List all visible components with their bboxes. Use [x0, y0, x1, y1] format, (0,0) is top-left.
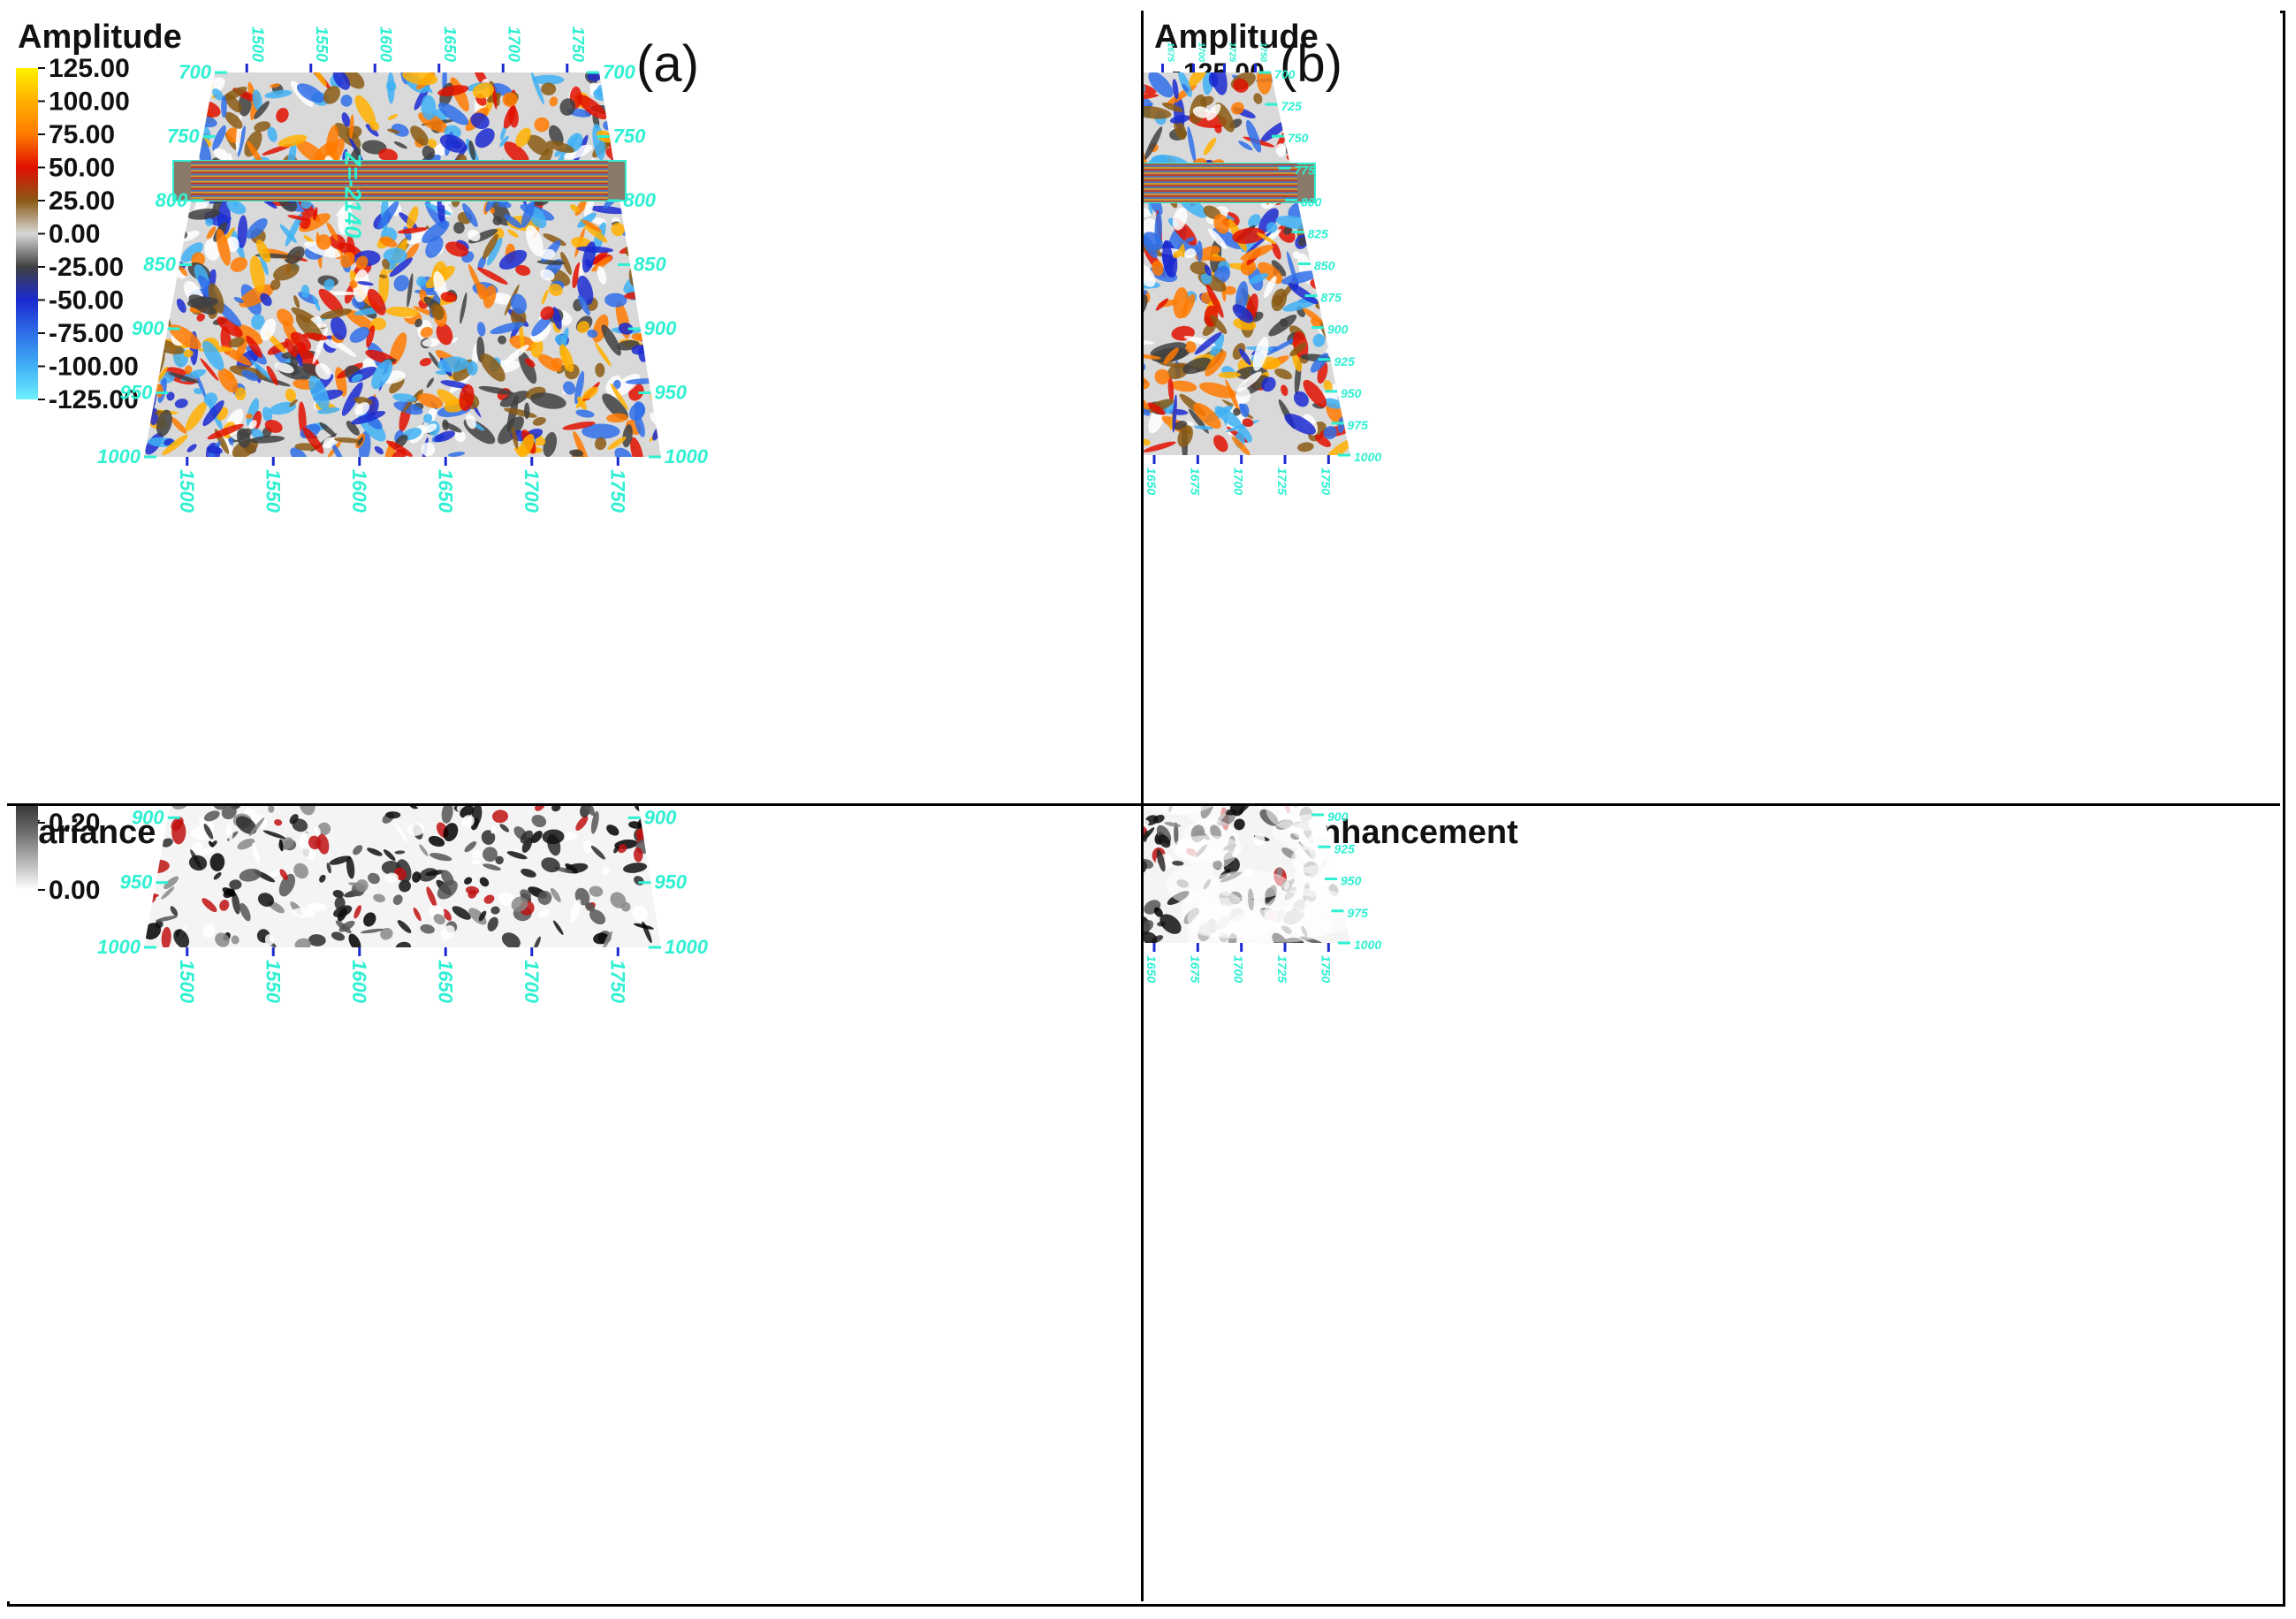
panel-a: Amplitude (a) 125.00 100.00 75.00 50.00 25.00 0… — [7, 11, 1144, 806]
colorbar-tick-label: 0.00 — [49, 220, 100, 249]
colorbar-tick-label: 75.00 — [49, 120, 115, 149]
right-axis-label: 950 — [654, 382, 687, 404]
panel-letter: (b) — [1280, 35, 1342, 93]
bottom-axis-label: 1750 — [606, 960, 628, 1004]
right-axis-label: 850 — [1314, 259, 1335, 273]
panel-title: Variance — [18, 814, 156, 851]
colorbar-tick-label: 0.00 — [49, 876, 100, 905]
bottom-axis-label: 1500 — [176, 469, 198, 513]
right-axis-label: 900 — [1327, 323, 1349, 337]
bottom-axis-label: 1750 — [606, 469, 628, 513]
bottom-axis-label: 1550 — [262, 960, 284, 1004]
left-axis-label: 700 — [179, 61, 211, 83]
right-axis-label: 775 — [1295, 163, 1316, 177]
left-axis-label: 850 — [143, 254, 176, 276]
colorbar-tick-label: 100.00 — [49, 87, 130, 117]
bottom-axis-label: 1650 — [434, 469, 456, 513]
bottom-axis-label: 1600 — [348, 960, 370, 1004]
right-axis-label: 1000 — [1354, 450, 1381, 464]
attribute-map — [144, 72, 661, 457]
right-axis-label: 925 — [1334, 354, 1356, 369]
panel-b: Amplitude(b)125.00100.0075.0050.0025.000… — [1144, 11, 2280, 806]
panel-d: 3D Edge Enhancement(d)1.000.900.800.700.… — [1144, 806, 2280, 1601]
right-axis-label: 975 — [1348, 906, 1369, 920]
left-axis-label: 900 — [132, 317, 164, 339]
top-axis-label: 1700 — [1197, 42, 1206, 63]
bottom-axis-label: 1700 — [521, 469, 543, 513]
top-axis-label: 1550 — [313, 27, 331, 62]
top-axis-label: 1675 — [1166, 42, 1175, 63]
top-axis-label: 1600 — [376, 27, 394, 62]
z-slice-label: Z=-2140 — [340, 151, 367, 239]
panel-title: Amplitude — [18, 19, 182, 56]
top-axis-label: 1750 — [1258, 42, 1268, 63]
bottom-axis-label: 1650 — [1144, 955, 1159, 983]
bottom-axis-label: 1650 — [434, 960, 456, 1004]
bottom-axis-label: 1650 — [1144, 467, 1159, 495]
top-axis-label: 1500 — [248, 27, 266, 62]
bottom-axis-label: 1500 — [176, 960, 198, 1004]
right-axis-label: 900 — [644, 317, 677, 339]
left-axis-label: 1000 — [97, 445, 141, 467]
right-axis-label: 875 — [1321, 291, 1342, 305]
panel-title: Amplitude — [1154, 19, 1319, 56]
panel-c: Variance(c)1.000.800.600.400.200.00Z=-21… — [7, 806, 1144, 1601]
right-axis-label: 700 — [603, 61, 635, 83]
bottom-axis-label: 1700 — [521, 960, 543, 1004]
left-axis-label: 1000 — [97, 936, 141, 958]
colorbar — [16, 68, 38, 399]
panel-letter: (a) — [636, 35, 699, 93]
left-axis-label: 750 — [167, 125, 200, 148]
right-axis-label: 950 — [1341, 874, 1362, 888]
top-axis-label: 1650 — [441, 27, 459, 62]
colorbar-tick-label: 125.00 — [49, 54, 130, 83]
right-axis-label: 800 — [1301, 194, 1322, 209]
bottom-axis-label: 1700 — [1232, 955, 1246, 983]
right-axis-label: 700 — [1274, 67, 1296, 81]
left-axis-label: 950 — [120, 382, 153, 404]
top-axis-label: 1725 — [1228, 42, 1237, 63]
colorbar-tick-label: -50.00 — [49, 286, 124, 315]
bottom-axis-label: 1750 — [1319, 467, 1333, 495]
right-axis-label: 950 — [654, 871, 687, 893]
colorbar-tick-label: 50.00 — [49, 154, 115, 183]
right-axis-label: 900 — [644, 806, 677, 828]
bottom-axis-label: 1550 — [262, 469, 284, 513]
right-axis-label: 825 — [1308, 226, 1329, 240]
bottom-axis-label: 1675 — [1188, 955, 1202, 983]
top-axis-label: 1750 — [569, 27, 587, 62]
right-axis-label: 900 — [1327, 810, 1349, 824]
bottom-axis-label: 1675 — [1188, 467, 1202, 495]
bottom-axis-label: 1750 — [1319, 955, 1333, 983]
bottom-axis-label: 1725 — [1275, 955, 1289, 983]
left-axis-label: 800 — [156, 189, 188, 211]
colorbar-tick-label: 0.20 — [49, 809, 100, 838]
right-axis-label: 1000 — [665, 445, 709, 467]
right-axis-label: 800 — [623, 189, 656, 211]
colorbar-tick-label: -25.00 — [49, 253, 124, 282]
bottom-axis-label: 1600 — [348, 469, 370, 513]
left-axis-label: 900 — [132, 806, 164, 828]
colorbar-tick-label: -125.00 — [49, 385, 139, 414]
bottom-axis-label: 1725 — [1275, 467, 1289, 495]
top-axis-label: 1700 — [505, 27, 522, 62]
colorbar — [16, 806, 38, 890]
right-axis-label: 1000 — [665, 936, 709, 958]
bottom-axis-label: 1700 — [1232, 467, 1246, 495]
colorbar-tick-label: -75.00 — [49, 319, 124, 348]
colorbar-tick-label: 25.00 — [49, 186, 115, 216]
attribute-map — [144, 806, 661, 947]
right-axis-label: 750 — [1288, 131, 1309, 145]
right-axis-label: 950 — [1341, 386, 1362, 400]
colorbar-tick-label: -100.00 — [49, 353, 139, 382]
right-axis-label: 750 — [613, 125, 646, 148]
left-axis-label: 950 — [120, 871, 153, 893]
right-axis-label: 975 — [1348, 418, 1369, 432]
right-axis-label: 850 — [634, 254, 666, 276]
right-axis-label: 925 — [1334, 841, 1356, 855]
right-axis-label: 1000 — [1354, 938, 1381, 952]
right-axis-label: 725 — [1281, 99, 1303, 113]
